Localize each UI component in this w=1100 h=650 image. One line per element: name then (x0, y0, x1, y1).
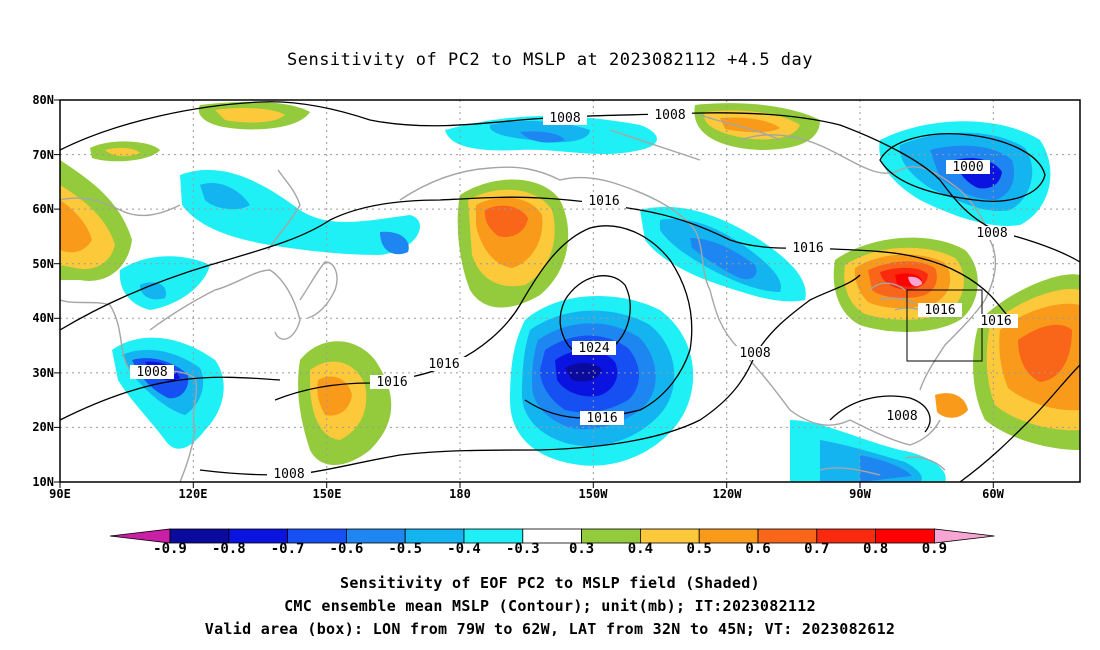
colorbar-tick-label: -0.8 (211, 541, 246, 557)
svg-text:1024: 1024 (578, 341, 609, 356)
colorbar-tick-label: -0.5 (388, 541, 423, 557)
contour-label: 1008 (130, 365, 174, 380)
colorbar-tick-label: -0.9 (153, 541, 187, 557)
colorbar-tick-label: -0.7 (270, 541, 305, 557)
axis-ticks (54, 99, 994, 488)
lat-label: 40N (32, 311, 54, 325)
colorbar-tick-label: -0.4 (447, 541, 481, 557)
lon-label: 90W (849, 487, 871, 501)
svg-text:1008: 1008 (886, 409, 917, 424)
shade-blob-siberia (180, 169, 420, 255)
lon-label: 120E (178, 487, 208, 501)
contour-label: 1008 (648, 108, 692, 123)
lon-label: 180 (449, 487, 471, 501)
svg-text:1008: 1008 (976, 226, 1007, 241)
svg-text:1016: 1016 (980, 314, 1011, 329)
lat-label: 60N (32, 202, 54, 216)
contour-label: 1008 (733, 346, 777, 361)
lat-label: 10N (32, 475, 54, 489)
lon-label: 150E (312, 487, 342, 501)
map-title: Sensitivity of PC2 to MSLP at 2023082112… (286, 50, 813, 70)
colorbar (109, 528, 995, 544)
contour-label: 1016 (786, 241, 830, 256)
contour-label: 1008 (970, 226, 1014, 241)
svg-text:1000: 1000 (952, 160, 983, 175)
contour-label: 1016 (580, 411, 624, 426)
contour-label: 1000 (946, 160, 990, 175)
contour-label: 1016 (422, 357, 466, 372)
svg-text:1016: 1016 (428, 357, 459, 372)
footer-line-2: CMC ensemble mean MSLP (Contour); unit(m… (284, 597, 816, 615)
lat-label: 20N (32, 420, 54, 434)
lat-label: 30N (32, 366, 54, 380)
footer-line-3: Valid area (box): LON from 79W to 62W, L… (204, 620, 896, 638)
lat-label: 70N (32, 148, 54, 162)
svg-text:1016: 1016 (924, 303, 955, 318)
colorbar-tick-label: -0.6 (329, 541, 364, 557)
lon-label: 120W (712, 487, 742, 501)
colorbar-tick-label: -0.3 (505, 541, 540, 557)
contour-label: 1016 (974, 314, 1018, 329)
svg-text:1008: 1008 (136, 365, 167, 380)
contour-label: 1008 (880, 409, 924, 424)
svg-text:1016: 1016 (792, 241, 823, 256)
colorbar-tick-label: 0.9 (921, 541, 948, 557)
svg-text:1016: 1016 (376, 375, 407, 390)
svg-text:1016: 1016 (586, 411, 617, 426)
colorbar-tick-label: 0.6 (745, 541, 771, 557)
svg-text:1008: 1008 (654, 108, 685, 123)
lat-label: 50N (32, 257, 54, 271)
contour-label: 1024 (572, 341, 616, 356)
colorbar-tick-label: 0.3 (568, 541, 595, 557)
svg-text:1008: 1008 (273, 467, 304, 482)
lon-label: 150W (578, 487, 608, 501)
colorbar-tick-label: 0.8 (862, 541, 889, 557)
svg-text:1016: 1016 (588, 194, 619, 209)
colorbar-tick-label: 0.4 (627, 541, 654, 557)
lat-label: 80N (32, 93, 54, 107)
contour-label: 1008 (267, 467, 311, 482)
colorbar-tick-label: 0.5 (686, 541, 712, 557)
contour-label: 1016 (582, 194, 626, 209)
svg-text:1008: 1008 (549, 111, 580, 126)
contour-label: 1016 (370, 375, 414, 390)
colorbar-tick-label: 0.7 (804, 541, 830, 557)
contour-label: 1008 (543, 111, 587, 126)
map-frame (59, 99, 1081, 483)
lon-label: 60W (982, 487, 1004, 501)
contour-label: 1016 (918, 303, 962, 318)
colorbar-swatch-high (934, 528, 995, 544)
contour-label-layer: 1008 1008 1000 1016 1016 1008 1016 1016 … (130, 108, 1018, 482)
footer-line-1: Sensitivity of EOF PC2 to MSLP field (Sh… (340, 574, 760, 592)
svg-text:1008: 1008 (739, 346, 770, 361)
lon-label: 90E (49, 487, 71, 501)
